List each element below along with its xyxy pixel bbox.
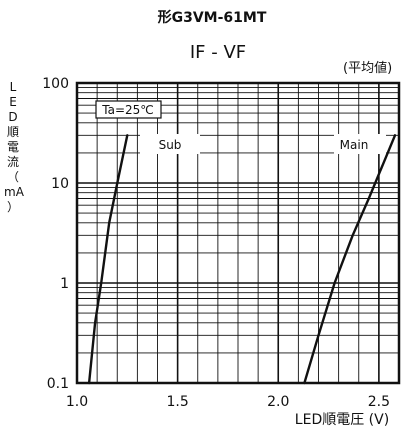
y-axis-label-char: （ — [6, 170, 19, 184]
annotation-box: Ta=25℃ — [95, 100, 162, 119]
plot-frame — [75, 81, 401, 385]
y-axis-label-char: mA — [4, 185, 24, 199]
y-axis-label-char: L — [9, 80, 17, 94]
x-tick-label: 1.0 — [66, 394, 88, 410]
y-tick-label: 100 — [42, 76, 69, 92]
chart-subtitle: (平均値) — [343, 60, 392, 76]
y-axis-label: L E D 順電流（mA） — [4, 80, 24, 215]
y-axis-label-char: 流 — [6, 155, 19, 169]
series-curves — [87, 134, 397, 385]
chart-title: IF - VF — [190, 42, 246, 63]
series-label-main: Main — [334, 134, 386, 154]
x-axis-label: LED順電圧 (V) — [295, 412, 389, 428]
series-line-main — [303, 134, 397, 385]
chart-header: 形G3VM-61MT — [158, 9, 267, 26]
y-axis-label-char: 電 — [6, 140, 19, 154]
series-line-sub — [87, 134, 129, 385]
y-tick-label: 0.1 — [47, 376, 69, 392]
series-label-main-text: Main — [340, 138, 369, 152]
y-tick-label: 1 — [60, 276, 69, 292]
y-tick-label: 10 — [51, 176, 69, 192]
y-axis-label-char: 順 — [6, 125, 19, 139]
y-axis-label-char: D — [8, 110, 18, 124]
y-axis-label-char: E — [9, 95, 17, 109]
y-axis-ticks: 0.1 1 10 100 — [42, 76, 69, 392]
x-tick-label: 1.5 — [166, 394, 188, 410]
grid-lines — [76, 83, 400, 384]
x-tick-label: 2.0 — [267, 394, 289, 410]
annotation-text: Ta=25℃ — [101, 103, 154, 117]
series-label-sub-text: Sub — [159, 138, 182, 152]
y-axis-label-char: ） — [6, 200, 19, 214]
x-axis-ticks: 1.0 1.5 2.0 2.5 — [66, 394, 390, 410]
series-label-sub: Sub — [140, 134, 200, 154]
x-tick-label: 2.5 — [368, 394, 390, 410]
